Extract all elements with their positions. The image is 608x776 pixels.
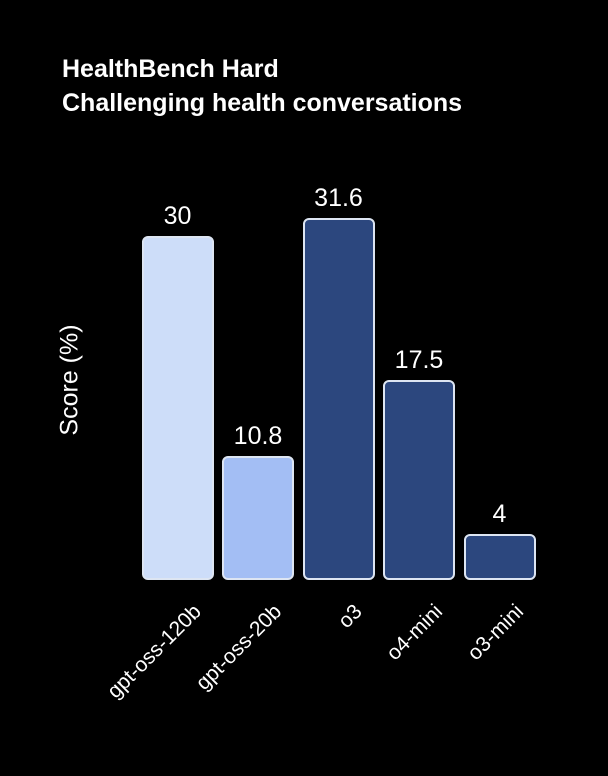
bar-gpt-oss-120b — [141, 236, 214, 580]
chart-title: HealthBench Hard Challenging health conv… — [62, 52, 462, 120]
chart-title-line1: HealthBench Hard — [62, 55, 279, 83]
x-tick-label-o3: o3 — [333, 600, 367, 633]
value-label-gpt-oss-120b: 30 — [163, 202, 192, 230]
x-tick-label-o3-mini: o3-mini — [462, 600, 528, 665]
x-tick-label-o4-mini: o4-mini — [382, 600, 448, 665]
chart-title-line2: Challenging health conversations — [62, 89, 463, 117]
bar-o4-mini — [383, 380, 455, 580]
value-label-o3-mini: 4 — [492, 500, 507, 528]
x-tick-label-gpt-oss-120b: gpt-oss-120b — [102, 600, 206, 703]
value-label-o3: 31.6 — [314, 184, 363, 212]
value-label-o4-mini: 17.5 — [394, 346, 444, 374]
bar-o3 — [302, 218, 375, 580]
x-tick-label-gpt-oss-20b: gpt-oss-20b — [191, 600, 287, 695]
bar-gpt-oss-20b — [222, 456, 294, 580]
value-label-gpt-oss-20b: 10.8 — [233, 422, 283, 450]
bar-o3-mini — [463, 534, 536, 580]
y-axis-label: Score (%) — [55, 324, 84, 436]
